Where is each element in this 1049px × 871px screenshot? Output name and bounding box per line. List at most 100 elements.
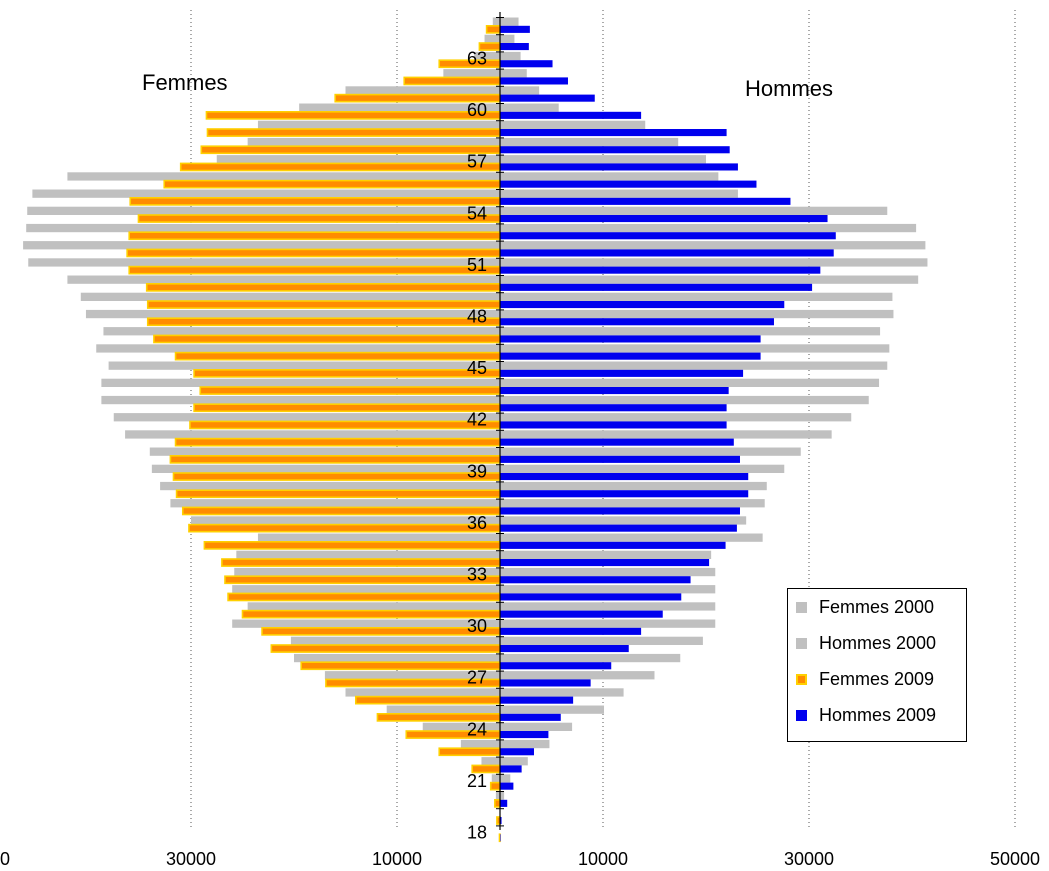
bar-femmes-2009-age-33 <box>224 575 501 585</box>
bar-hommes-2009-age-48 <box>500 318 774 326</box>
bar-hommes-2000-age-28 <box>500 653 681 663</box>
bar-femmes-2009-age-62 <box>403 76 501 86</box>
bar-femmes-2009-age-30 <box>261 626 501 636</box>
bar-femmes-2009-age-29 <box>270 644 501 653</box>
bar-hommes-2009-age-55 <box>500 197 791 205</box>
y-tick-label-18: 18 <box>467 823 487 843</box>
bar-hommes-2000-age-30 <box>500 619 716 628</box>
y-tick-label-33: 33 <box>467 565 487 585</box>
bar-hommes-2009-age-27 <box>500 679 591 687</box>
bar-femmes-2000-age-53 <box>26 223 500 233</box>
x-tick-label-4: 30000 <box>784 849 834 869</box>
bar-femmes-2000-age-22 <box>481 757 500 766</box>
legend-item-femmes-2000: Femmes 2000 <box>796 597 934 618</box>
bar-hommes-2009-age-32 <box>500 593 682 601</box>
bar-hommes-2000-age-47 <box>500 327 881 336</box>
bar-femmes-2000-age-26 <box>345 688 500 697</box>
y-tick-label-30: 30 <box>467 616 487 636</box>
y-axis: 18 21 24 27 30 33 36 39 42 45 48 51 54 57 60 63 <box>467 12 504 843</box>
annotation-hommes: Hommes <box>745 76 833 101</box>
bar-femmes-2000-age-36 <box>191 516 500 525</box>
bar-femmes-2009-age-46 <box>174 351 501 361</box>
bar-hommes-2009-age-19 <box>500 817 502 825</box>
bar-hommes-2000-age-50 <box>500 275 919 284</box>
bar-hommes-2000-age-64 <box>500 34 515 43</box>
bar-femmes-2000-age-63 <box>474 51 500 61</box>
bar-hommes-2009-age-18 <box>500 834 501 842</box>
bar-femmes-2009-age-36 <box>188 523 501 533</box>
bar-femmes-2000-age-51 <box>28 258 500 267</box>
bar-hommes-2009-age-26 <box>500 696 574 704</box>
bar-hommes-2009-age-41 <box>500 438 734 446</box>
bar-hommes-2009-age-57 <box>500 163 738 171</box>
bar-femmes-2009-age-54 <box>137 214 501 223</box>
bar-hommes-2000-age-34 <box>500 550 712 559</box>
bar-hommes-2000-age-56 <box>500 172 719 181</box>
bar-hommes-2000-age-36 <box>500 516 747 525</box>
bar-hommes-2009-age-21 <box>500 782 514 790</box>
bar-femmes-2009-age-32 <box>227 592 501 602</box>
bar-hommes-2009-age-29 <box>500 645 629 653</box>
bar-femmes-2000-age-65 <box>492 17 500 26</box>
bar-femmes-2000-age-43 <box>101 395 500 405</box>
bar-femmes-2000-age-30 <box>232 619 500 628</box>
bar-femmes-2009-age-40 <box>169 454 501 464</box>
bar-hommes-2009-age-50 <box>500 283 813 291</box>
bar-femmes-2000-age-27 <box>324 671 500 680</box>
bar-femmes-2000-age-20 <box>495 791 500 800</box>
bar-hommes-2000-age-52 <box>500 241 926 250</box>
legend-swatch <box>796 602 807 613</box>
bar-femmes-2000-age-54 <box>27 206 500 215</box>
bar-femmes-2009-age-48 <box>146 317 501 327</box>
bar-femmes-2009-age-23 <box>438 747 501 757</box>
bar-hommes-2000-age-59 <box>500 120 646 129</box>
bar-femmes-2009-age-26 <box>354 695 501 705</box>
bar-hommes-2009-age-36 <box>500 524 737 532</box>
bar-hommes-2009-age-58 <box>500 146 730 154</box>
y-tick-label-39: 39 <box>467 461 487 481</box>
bar-hommes-2009-age-49 <box>500 301 785 309</box>
bar-hommes-2000-age-42 <box>500 413 852 422</box>
bar-femmes-2009-age-55 <box>129 197 501 206</box>
bar-femmes-2000-age-42 <box>113 413 500 422</box>
legend-item-hommes-2000: Hommes 2000 <box>796 633 936 654</box>
y-tick-label-60: 60 <box>467 100 487 120</box>
bar-femmes-2000-age-60 <box>299 103 500 112</box>
bar-hommes-2009-age-25 <box>500 713 561 721</box>
bar-femmes-2000-age-64 <box>484 34 500 43</box>
bar-hommes-2000-age-31 <box>500 602 716 611</box>
bar-femmes-2000-age-46 <box>96 344 501 353</box>
bar-hommes-2000-age-38 <box>500 481 767 491</box>
bar-hommes-2009-age-52 <box>500 249 834 257</box>
bar-hommes-2000-age-49 <box>500 292 893 301</box>
bar-hommes-2009-age-45 <box>500 369 744 377</box>
bar-femmes-2009-age-51 <box>128 265 501 275</box>
bar-femmes-2000-age-47 <box>103 327 500 336</box>
bar-hommes-2000-age-53 <box>500 223 917 233</box>
bar-hommes-2009-age-23 <box>500 748 534 756</box>
bar-femmes-2009-age-38 <box>175 489 501 499</box>
bar-femmes-2000-age-49 <box>80 292 500 301</box>
legend-item-hommes-2009: Hommes 2009 <box>796 705 936 726</box>
bar-hommes-2000-age-40 <box>500 447 801 456</box>
bar-femmes-2009-age-18 <box>498 833 501 843</box>
bar-hommes-2000-age-44 <box>500 378 880 387</box>
bar-femmes-2000-age-25 <box>386 705 500 714</box>
bar-femmes-2000-age-52 <box>23 241 501 250</box>
bar-femmes-2009-age-57 <box>179 162 501 172</box>
bar-hommes-2000-age-45 <box>500 361 888 370</box>
bar-hommes-2009-age-42 <box>500 421 727 429</box>
bar-femmes-2000-age-40 <box>149 447 501 456</box>
bar-hommes-2009-age-62 <box>500 77 568 85</box>
bar-femmes-2009-age-20 <box>494 798 501 808</box>
bar-hommes-2000-age-21 <box>500 774 511 783</box>
bar-hommes-2000-age-32 <box>500 585 716 594</box>
bar-hommes-2000-age-55 <box>500 189 738 198</box>
y-tick-label-54: 54 <box>467 203 487 223</box>
bar-hommes-2009-age-53 <box>500 232 836 240</box>
bar-femmes-2009-age-34 <box>221 558 501 567</box>
bar-femmes-2000-age-35 <box>257 533 500 542</box>
bar-hommes-2000-age-62 <box>500 69 527 78</box>
y-tick-label-42: 42 <box>467 410 487 430</box>
bar-femmes-2009-age-58 <box>200 145 501 155</box>
